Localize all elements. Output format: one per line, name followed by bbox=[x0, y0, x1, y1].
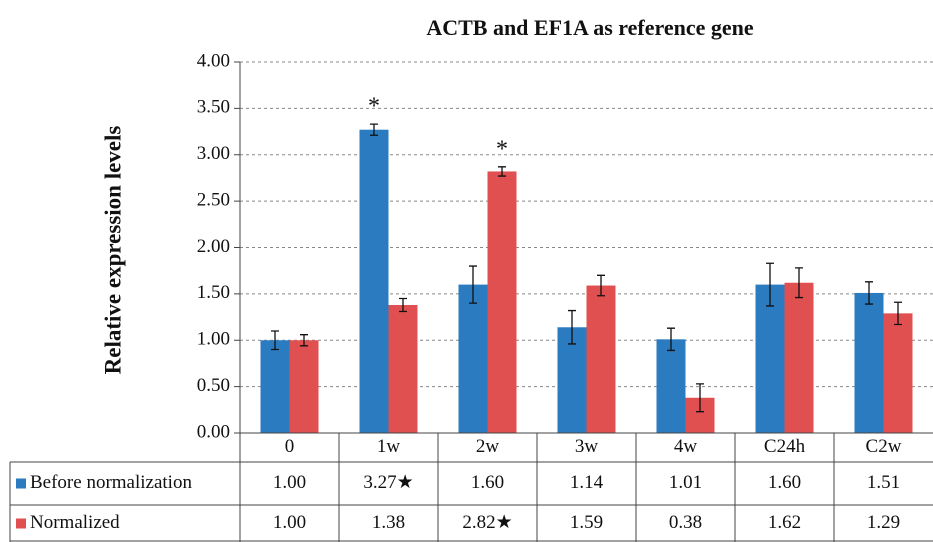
legend-swatch bbox=[16, 478, 26, 489]
y-tick-label: 0.00 bbox=[197, 421, 230, 442]
bar bbox=[458, 284, 488, 433]
y-tick-label: 0.50 bbox=[197, 375, 230, 396]
bar bbox=[487, 171, 517, 433]
chart-title: ACTB and EF1A as reference gene bbox=[426, 15, 754, 40]
x-tick-label: 4w bbox=[674, 436, 698, 457]
table-value: 3.27★ bbox=[363, 472, 413, 493]
legend-label: Before normalization bbox=[30, 472, 192, 493]
error-bar bbox=[469, 265, 477, 304]
bar bbox=[854, 292, 884, 433]
table-value: 1.00 bbox=[273, 512, 306, 533]
legend-swatch bbox=[16, 518, 26, 529]
error-bar bbox=[399, 297, 407, 313]
bar bbox=[656, 339, 686, 433]
table-value: 1.14 bbox=[570, 472, 604, 493]
table-value: 1.59 bbox=[570, 512, 603, 533]
y-tick-label: 2.50 bbox=[197, 189, 230, 210]
error-bar bbox=[696, 383, 704, 413]
table-value: 0.38 bbox=[669, 512, 702, 533]
legend-label: Normalized bbox=[30, 512, 120, 533]
table-value: 1.60 bbox=[471, 472, 504, 493]
x-tick-label: C2w bbox=[866, 436, 902, 457]
x-tick-label: 1w bbox=[377, 436, 401, 457]
y-tick-label: 3.00 bbox=[197, 143, 230, 164]
error-bar bbox=[865, 281, 873, 305]
table-value: 1.60 bbox=[768, 472, 801, 493]
significance-marker: * bbox=[496, 136, 508, 162]
error-bar bbox=[667, 327, 675, 352]
error-bar bbox=[300, 334, 308, 347]
error-bar bbox=[766, 262, 774, 307]
table-value: 1.01 bbox=[669, 472, 702, 493]
bar bbox=[260, 340, 290, 433]
x-tick-label: C24h bbox=[764, 436, 806, 457]
table-value: 1.38 bbox=[372, 512, 405, 533]
bar bbox=[755, 284, 785, 433]
table-value: 1.62 bbox=[768, 512, 801, 533]
bar bbox=[557, 327, 587, 433]
error-bar bbox=[568, 309, 576, 345]
table-value: 1.51 bbox=[867, 472, 900, 493]
bar bbox=[883, 313, 913, 433]
table-value: 1.29 bbox=[867, 512, 900, 533]
y-tick-label: 4.00 bbox=[197, 50, 230, 71]
bar bbox=[289, 340, 319, 433]
table-value: 2.82★ bbox=[462, 512, 512, 533]
y-axis-label: Relative expression levels bbox=[100, 126, 125, 375]
bar bbox=[359, 129, 389, 433]
error-bar bbox=[271, 330, 279, 351]
x-tick-label: 0 bbox=[285, 436, 295, 457]
y-tick-label: 2.00 bbox=[197, 236, 230, 257]
bar bbox=[388, 305, 418, 433]
y-tick-label: 1.00 bbox=[197, 329, 230, 350]
error-bar bbox=[597, 274, 605, 297]
error-bar bbox=[370, 123, 378, 136]
table-value: 1.00 bbox=[273, 472, 306, 493]
significance-marker: * bbox=[368, 94, 380, 120]
bar bbox=[784, 282, 814, 433]
x-tick-label: 2w bbox=[476, 436, 500, 457]
bar bbox=[586, 285, 616, 433]
y-tick-label: 1.50 bbox=[197, 282, 230, 303]
error-bar bbox=[894, 301, 902, 326]
x-tick-label: 3w bbox=[575, 436, 599, 457]
y-tick-label: 3.50 bbox=[197, 97, 230, 118]
error-bar bbox=[795, 267, 803, 299]
error-bar bbox=[498, 166, 506, 177]
